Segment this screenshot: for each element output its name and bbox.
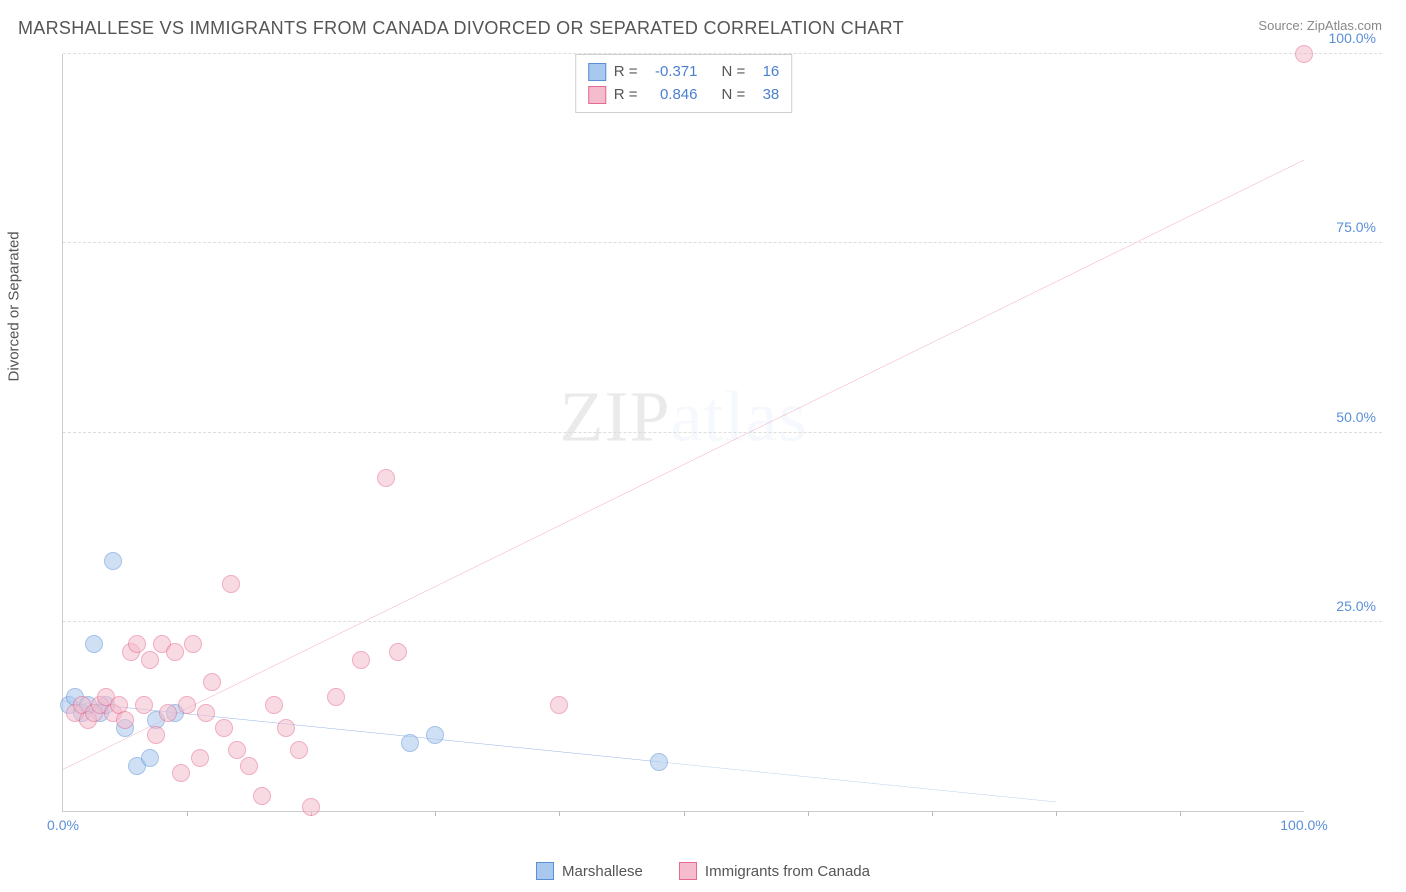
x-tick-mark: [684, 811, 685, 816]
stat-r-value: -0.371: [646, 61, 698, 84]
y-axis-label: Divorced or Separated: [6, 231, 23, 381]
data-point: [178, 696, 196, 714]
stat-n-value: 38: [753, 84, 779, 107]
data-point: [172, 764, 190, 782]
data-point: [141, 749, 159, 767]
data-point: [389, 643, 407, 661]
x-tick-mark: [187, 811, 188, 816]
data-point: [650, 753, 668, 771]
x-tick-mark: [932, 811, 933, 816]
legend-swatch: [588, 86, 606, 104]
x-tick-mark: [559, 811, 560, 816]
data-point: [426, 726, 444, 744]
gridline: [63, 242, 1382, 243]
data-point: [240, 757, 258, 775]
stat-r-value: 0.846: [646, 84, 698, 107]
data-point: [327, 688, 345, 706]
data-point: [290, 741, 308, 759]
legend-item: Immigrants from Canada: [679, 862, 870, 880]
scatter-plot: ZIPatlas R =-0.371N =16R =0.846N =38 25.…: [62, 54, 1304, 812]
stat-n-label: N =: [722, 61, 746, 84]
data-point: [128, 635, 146, 653]
y-tick-label: 75.0%: [1336, 219, 1376, 235]
data-point: [401, 734, 419, 752]
data-point: [184, 635, 202, 653]
data-point: [135, 696, 153, 714]
data-point: [141, 651, 159, 669]
bottom-legend: Marshallese Immigrants from Canada: [0, 862, 1406, 880]
data-point: [302, 798, 320, 816]
data-point: [253, 787, 271, 805]
data-point: [550, 696, 568, 714]
legend-label: Immigrants from Canada: [705, 863, 870, 880]
legend-item: Marshallese: [536, 862, 643, 880]
data-point: [352, 651, 370, 669]
trend-line-dashed: [659, 762, 1056, 802]
data-point: [166, 643, 184, 661]
data-point: [85, 635, 103, 653]
data-point: [377, 469, 395, 487]
data-point: [147, 726, 165, 744]
data-point: [197, 704, 215, 722]
legend-label: Marshallese: [562, 863, 643, 880]
stat-r-label: R =: [614, 84, 638, 107]
y-tick-label: 25.0%: [1336, 598, 1376, 614]
data-point: [159, 704, 177, 722]
y-tick-label: 100.0%: [1329, 30, 1376, 46]
data-point: [116, 711, 134, 729]
x-tick-mark: [1180, 811, 1181, 816]
data-point: [104, 552, 122, 570]
stat-n-value: 16: [753, 61, 779, 84]
legend-swatch: [679, 862, 697, 880]
x-tick-mark: [808, 811, 809, 816]
y-tick-label: 50.0%: [1336, 409, 1376, 425]
stat-r-label: R =: [614, 61, 638, 84]
x-tick-mark: [1056, 811, 1057, 816]
legend-swatch: [588, 63, 606, 81]
stats-row: R = 0.846 N = 38: [588, 84, 780, 107]
gridline: [63, 621, 1382, 622]
stats-row: R = -0.371 N = 16: [588, 61, 780, 84]
data-point: [1295, 45, 1313, 63]
data-point: [222, 575, 240, 593]
data-point: [265, 696, 283, 714]
data-point: [277, 719, 295, 737]
stat-n-label: N =: [722, 84, 746, 107]
trend-line: [63, 160, 1304, 769]
data-point: [203, 673, 221, 691]
legend-swatch: [536, 862, 554, 880]
chart-title: MARSHALLESE VS IMMIGRANTS FROM CANADA DI…: [18, 18, 904, 39]
gridline: [63, 432, 1382, 433]
x-tick-mark: [435, 811, 436, 816]
x-tick-label: 100.0%: [1280, 817, 1327, 833]
data-point: [215, 719, 233, 737]
data-point: [191, 749, 209, 767]
x-tick-label: 0.0%: [47, 817, 79, 833]
chart-area: Divorced or Separated ZIPatlas R =-0.371…: [18, 54, 1382, 842]
data-point: [228, 741, 246, 759]
stats-legend-box: R = -0.371 N = 16 R = 0.846 N = 38: [575, 54, 793, 113]
